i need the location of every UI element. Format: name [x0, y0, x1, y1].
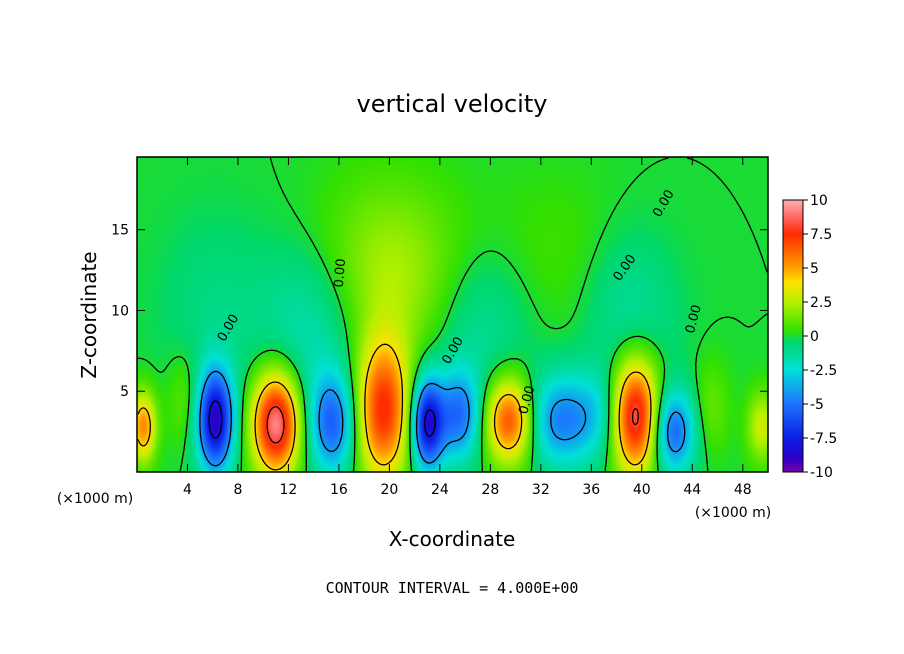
chart-title: vertical velocity	[357, 90, 548, 118]
x-tick-label: 40	[633, 482, 651, 498]
positive-contour-line	[137, 343, 652, 471]
x-tick-label: 12	[280, 482, 298, 498]
x-axis-label: X-coordinate	[389, 527, 516, 551]
colorbar-tick-label: 5	[810, 261, 819, 277]
x-unit-right: (×1000 m)	[695, 505, 771, 521]
contour-label: 0.00	[516, 384, 538, 416]
plot-frame	[136, 156, 769, 473]
colorbar-tick-label: -7.5	[810, 431, 837, 447]
colorbar-tick-label: -10	[810, 465, 833, 481]
colorbar-tick-label: -5	[810, 397, 824, 413]
x-tick-label: 8	[233, 482, 242, 498]
x-tick-label: 48	[734, 482, 752, 498]
y-axis-label: Z-coordinate	[77, 251, 101, 378]
x-axis: 4 8 12 16 20 24 28 32 36 40 44 48	[183, 157, 752, 498]
colorbar-tick-label: 10	[810, 193, 828, 209]
x-unit-left: (×1000 m)	[57, 491, 133, 507]
y-tick-label: 15	[111, 223, 129, 239]
colorbar	[782, 199, 804, 473]
y-tick-label: 5	[120, 384, 129, 400]
x-tick-label: 32	[532, 482, 550, 498]
colorbar-tick-label: 0	[810, 329, 819, 345]
x-tick-label: 28	[481, 482, 499, 498]
x-tick-label: 4	[183, 482, 192, 498]
x-tick-label: 36	[582, 482, 600, 498]
contour-interval-note: CONTOUR INTERVAL = 4.000E+00	[326, 579, 579, 597]
colorbar-tick-label: -2.5	[810, 363, 837, 379]
colorbar-tick-label: 2.5	[810, 295, 832, 311]
contour-label: 0.00	[683, 303, 705, 335]
negative-contour-line	[199, 370, 686, 467]
negative-contour-line	[208, 400, 436, 439]
x-tick-label: 24	[431, 482, 449, 498]
zero-contour-line	[137, 157, 768, 472]
contour-label: 0.00	[332, 258, 349, 288]
x-tick-label: 44	[683, 482, 701, 498]
colorbar-tick-label: 7.5	[810, 227, 832, 243]
positive-contour-line	[266, 406, 639, 444]
y-axis: 5 10 15	[111, 223, 768, 400]
y-tick-label: 10	[111, 303, 129, 319]
contour-lines	[137, 157, 768, 472]
colorbar-ticks: 10 7.5 5 2.5 0 -2.5 -5 -7.5 -10	[803, 193, 837, 481]
x-tick-label: 16	[330, 482, 348, 498]
x-tick-label: 20	[380, 482, 398, 498]
